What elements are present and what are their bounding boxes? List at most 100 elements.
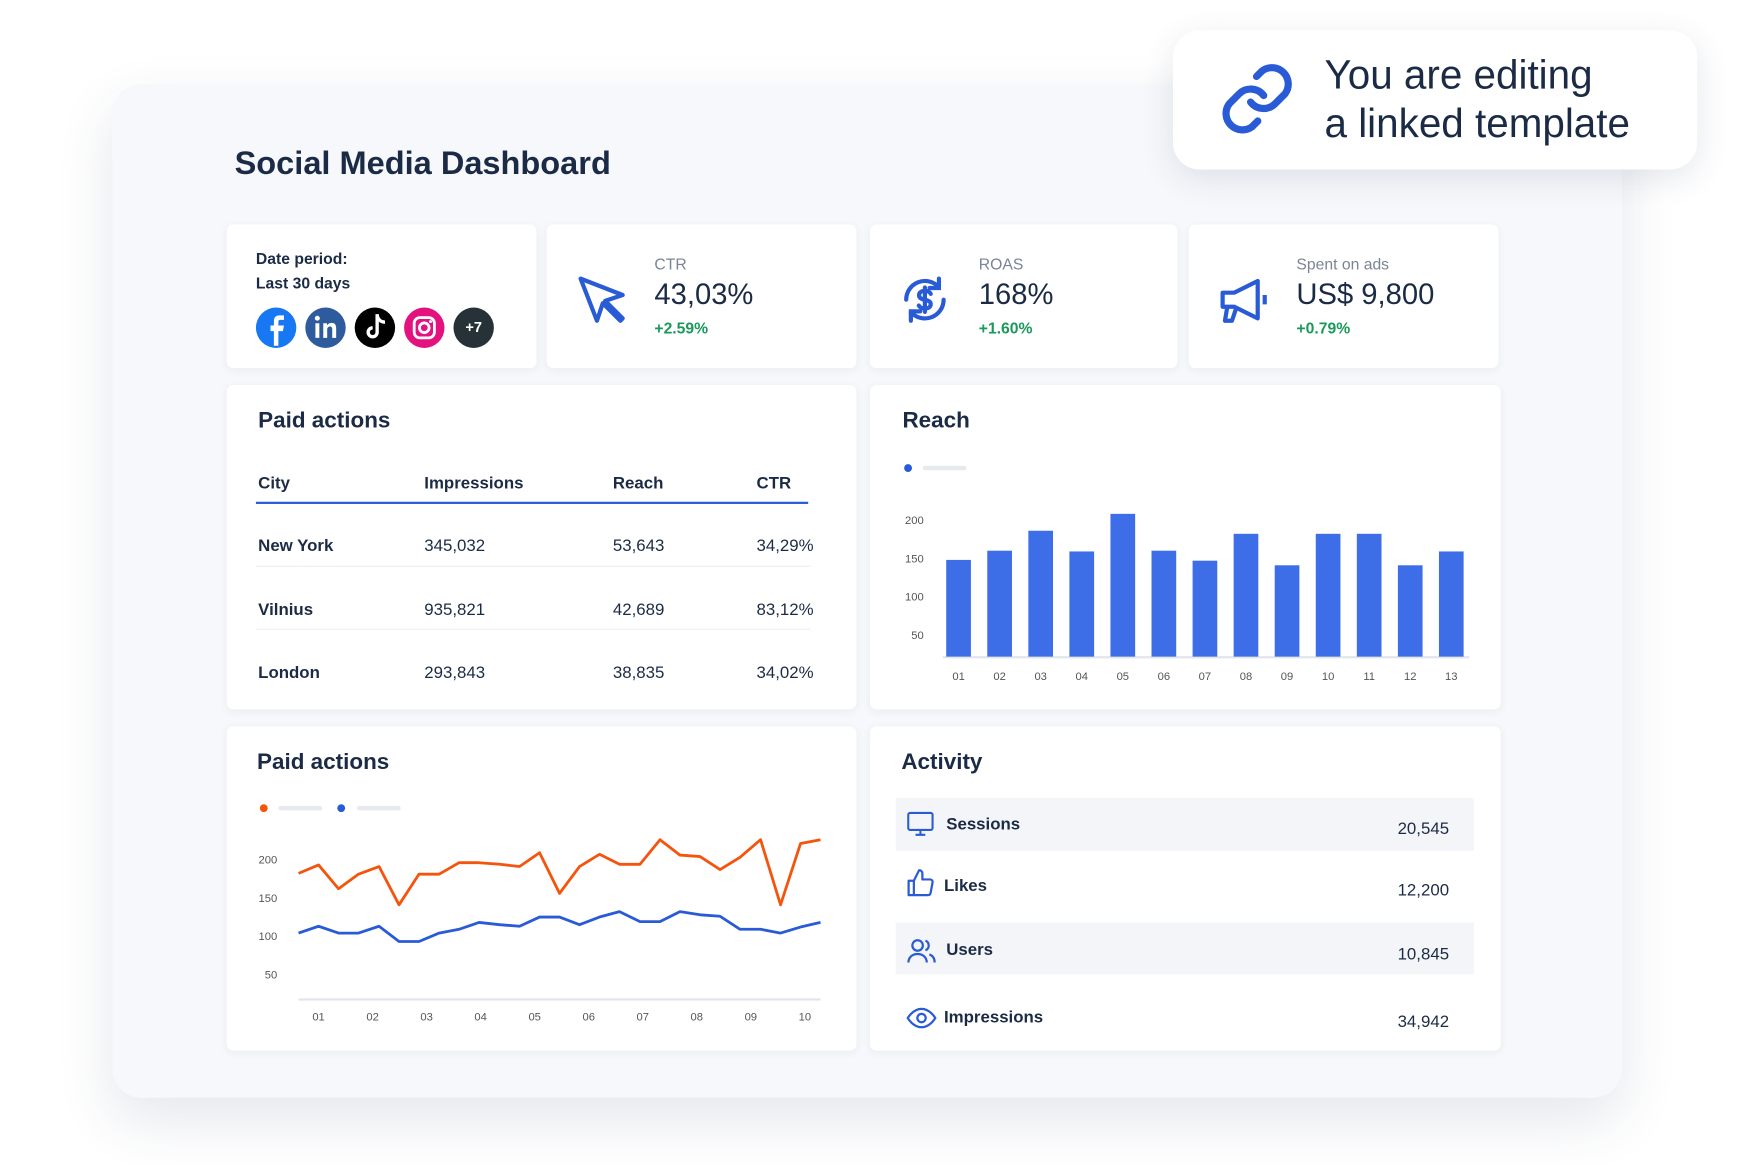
- x-tick-label: 04: [1076, 671, 1088, 683]
- y-tick-label: 200: [259, 855, 278, 867]
- x-tick-label: 07: [1199, 671, 1211, 683]
- bar: [1274, 565, 1300, 657]
- table-cell: 34,02%: [756, 663, 814, 683]
- line-series: [298, 910, 821, 943]
- cursor-icon: [578, 276, 625, 323]
- date-value: Last 30 days: [255, 273, 351, 292]
- bar: [1151, 550, 1177, 657]
- x-tick-label: 10: [799, 1011, 811, 1023]
- table-cell: 42,689: [612, 599, 665, 620]
- activity-title: Activity: [901, 749, 983, 775]
- kpi-label: ROAS: [978, 254, 1024, 273]
- legend-dot: [259, 804, 268, 813]
- social-icons: [255, 307, 494, 348]
- line-series: [298, 838, 821, 907]
- bar: [987, 550, 1012, 657]
- legend-dot: [337, 804, 346, 813]
- kpi-change: +2.59%: [654, 318, 709, 337]
- table-cell: 34,29%: [756, 536, 814, 556]
- x-tick-label: 13: [1445, 671, 1457, 683]
- column-header: City: [258, 473, 290, 493]
- table-cell: 38,835: [612, 663, 665, 683]
- link-icon: [1222, 64, 1292, 134]
- kpi-value: 168%: [978, 277, 1054, 311]
- x-tick-label: 10: [1322, 671, 1334, 683]
- row-rule: [255, 628, 811, 630]
- table-cell: London: [258, 663, 320, 683]
- bar: [1438, 551, 1464, 657]
- kpi-change: +0.79%: [1296, 318, 1351, 337]
- banner-line: You are editing: [1324, 51, 1593, 98]
- bar: [1315, 533, 1341, 657]
- x-tick-label: 03: [1034, 671, 1046, 683]
- bar: [1192, 560, 1218, 657]
- activity-label: Likes: [943, 876, 988, 896]
- x-tick-label: 07: [637, 1011, 649, 1023]
- date-card: Date period: Last 30 days +7: [226, 224, 537, 369]
- banner-line: a linked template: [1324, 99, 1630, 146]
- x-tick-label: 08: [691, 1011, 703, 1023]
- x-tick-label: 02: [993, 671, 1005, 683]
- x-tick-label: 09: [745, 1011, 757, 1023]
- banner: You are editing a linked template: [1172, 30, 1698, 170]
- table-cell: 345,032: [424, 536, 486, 556]
- bar: [1028, 530, 1054, 657]
- x-tick-label: 05: [528, 1011, 540, 1023]
- column-header: CTR: [756, 473, 792, 493]
- x-tick-label: 05: [1117, 671, 1129, 683]
- column-header: Reach: [612, 473, 664, 493]
- kpi-card: ROAS 168% +1.60%: [869, 224, 1178, 369]
- activity-label: Impressions: [943, 1007, 1044, 1028]
- kpi-value: 43,03%: [654, 277, 754, 311]
- row-rule: [255, 565, 811, 567]
- kpi-label: Spent on ads: [1296, 254, 1390, 273]
- dashboard-title: Social Media Dashboard: [234, 145, 611, 182]
- table-cell: Vilnius: [258, 599, 314, 620]
- kpi-card: CTR 43,03% +2.59%: [546, 224, 857, 369]
- table-cell: 293,843: [424, 663, 486, 683]
- x-tick-label: 06: [582, 1011, 594, 1023]
- bar: [946, 559, 971, 657]
- x-tick-label: 08: [1240, 671, 1252, 683]
- date-label: Date period:: [255, 249, 348, 268]
- legend-bar: [356, 805, 401, 811]
- bar: [1397, 565, 1423, 657]
- megaphone-icon: [1220, 278, 1267, 323]
- y-tick-label: 50: [265, 969, 277, 981]
- bar: [1069, 551, 1095, 657]
- chart-title: Reach: [902, 408, 970, 434]
- y-tick-label: 100: [905, 592, 924, 604]
- row-bg: [895, 922, 1474, 975]
- kpi-change: +1.60%: [978, 318, 1033, 337]
- legend-bar: [922, 465, 967, 471]
- bar: [1110, 513, 1136, 657]
- activity-label: Users: [946, 940, 994, 960]
- x-tick-label: 04: [474, 1011, 486, 1023]
- activity-value: 34,942: [1397, 1012, 1450, 1032]
- bar: [1233, 533, 1259, 657]
- kpi-value: US$ 9,800: [1296, 277, 1435, 311]
- activity-value: 20,545: [1397, 819, 1450, 839]
- chart-title: Paid actions: [257, 749, 390, 775]
- x-tick-label: 09: [1281, 671, 1293, 683]
- table-cell: New York: [258, 536, 334, 556]
- line-card: Paid actions: [226, 726, 857, 1051]
- roas-icon: [904, 276, 946, 323]
- bar: [1356, 533, 1382, 657]
- table-title: Paid actions: [258, 408, 391, 434]
- y-tick-label: 50: [911, 630, 923, 642]
- row-bg: [895, 798, 1474, 851]
- y-tick-label: 150: [259, 893, 278, 905]
- activity-value: 12,200: [1397, 881, 1450, 901]
- activity-card: Activity Sessions 20,545 Likes 12,200 Users 1…: [869, 726, 1501, 1051]
- legend-bar: [278, 805, 323, 811]
- column-header: Impressions: [424, 473, 524, 493]
- x-tick-label: 06: [1158, 671, 1170, 683]
- activity-value: 10,845: [1397, 945, 1450, 965]
- impressions-icon: [906, 1007, 937, 1029]
- x-tick-label: 12: [1404, 671, 1416, 683]
- table-card: Paid actions City Impressions Reach CTR New …: [226, 385, 857, 710]
- kpi-label: CTR: [654, 254, 687, 273]
